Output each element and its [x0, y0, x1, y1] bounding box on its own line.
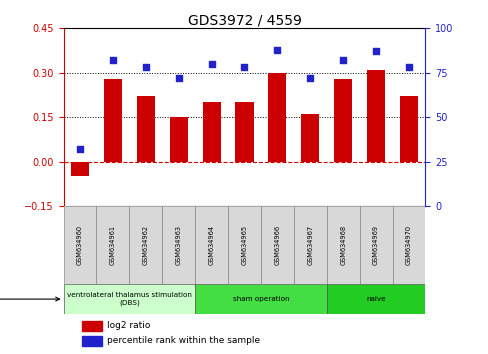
Bar: [301, 114, 319, 162]
Bar: [268, 73, 286, 162]
Text: GSM634966: GSM634966: [274, 225, 280, 265]
Bar: [81, 321, 102, 331]
Bar: [96, 206, 129, 284]
Text: GSM634969: GSM634969: [372, 225, 378, 265]
Text: GSM634965: GSM634965: [241, 225, 247, 265]
Bar: [71, 162, 89, 176]
Bar: [195, 284, 326, 314]
Point: [240, 64, 248, 70]
Bar: [235, 102, 253, 162]
Point: [404, 64, 412, 70]
Text: GSM634961: GSM634961: [110, 225, 116, 265]
Bar: [63, 284, 195, 314]
Text: log2 ratio: log2 ratio: [107, 321, 150, 330]
Bar: [162, 206, 195, 284]
Text: percentile rank within the sample: percentile rank within the sample: [107, 336, 260, 346]
Point: [306, 75, 314, 81]
Point: [109, 57, 117, 63]
Text: GSM634964: GSM634964: [208, 225, 214, 265]
Bar: [333, 79, 351, 162]
Bar: [359, 206, 392, 284]
Bar: [227, 206, 261, 284]
Title: GDS3972 / 4559: GDS3972 / 4559: [187, 13, 301, 27]
Text: GSM634968: GSM634968: [340, 225, 346, 265]
Bar: [293, 206, 326, 284]
Bar: [202, 102, 220, 162]
Text: GSM634963: GSM634963: [175, 225, 182, 265]
Text: naive: naive: [366, 296, 385, 302]
Bar: [326, 284, 425, 314]
Text: ventrolateral thalamus stimulation
(DBS): ventrolateral thalamus stimulation (DBS): [67, 292, 191, 306]
Bar: [169, 117, 187, 162]
Bar: [326, 206, 359, 284]
Bar: [366, 70, 385, 162]
Point: [371, 48, 379, 54]
Bar: [129, 206, 162, 284]
Text: protocol: protocol: [0, 294, 60, 304]
Point: [174, 75, 182, 81]
Bar: [261, 206, 293, 284]
Bar: [195, 206, 227, 284]
Point: [339, 57, 346, 63]
Point: [207, 61, 215, 67]
Point: [76, 146, 84, 152]
Text: sham operation: sham operation: [232, 296, 288, 302]
Text: GSM634960: GSM634960: [77, 225, 83, 265]
Bar: [63, 206, 96, 284]
Text: GSM634967: GSM634967: [306, 225, 313, 265]
Point: [142, 64, 149, 70]
Point: [273, 47, 281, 52]
Text: GSM634962: GSM634962: [142, 225, 148, 265]
Bar: [392, 206, 425, 284]
Bar: [103, 79, 122, 162]
Bar: [137, 96, 155, 162]
Bar: [399, 96, 417, 162]
Text: GSM634970: GSM634970: [405, 225, 411, 265]
Bar: [81, 336, 102, 346]
